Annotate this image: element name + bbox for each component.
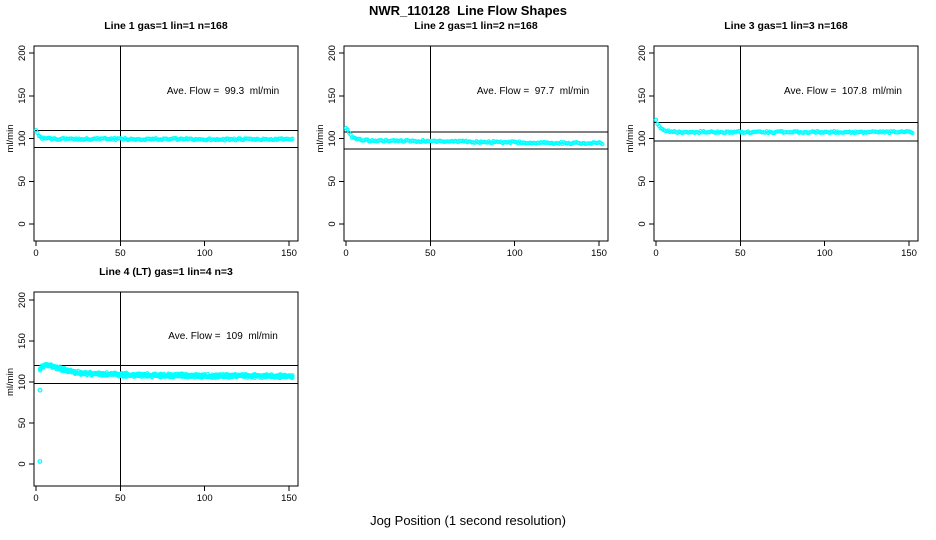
- y-axis-label: ml/min: [5, 368, 16, 396]
- y-tick-label: 100: [17, 131, 28, 147]
- y-tick-label: 0: [637, 221, 648, 226]
- y-tick-label: 100: [17, 374, 28, 390]
- y-tick-label: 0: [17, 461, 28, 466]
- y-tick-label: 200: [327, 45, 338, 61]
- y-axis-label: ml/min: [5, 125, 16, 153]
- y-tick-label: 200: [17, 45, 28, 61]
- panel-4-ave-flow-annotation: Ave. Flow = 109 ml/min: [168, 331, 278, 342]
- x-tick-label: 0: [33, 493, 38, 504]
- x-tick-label: 0: [653, 248, 658, 259]
- y-axis-label: ml/min: [625, 125, 636, 153]
- x-tick-label: 150: [591, 248, 607, 259]
- data-point: [653, 117, 659, 122]
- panel-1-title: Line 1 gas=1 lin=1 n=168: [104, 20, 228, 32]
- x-tick-label: 50: [735, 248, 746, 259]
- x-tick-label: 50: [115, 493, 126, 504]
- data-point: [35, 130, 40, 136]
- y-tick-label: 50: [17, 176, 28, 187]
- y-tick-label: 200: [637, 45, 648, 61]
- y-tick-label: 0: [327, 221, 338, 226]
- plot-box: [33, 45, 299, 242]
- outlier-data-point: [37, 387, 43, 393]
- x-tick-label: 100: [197, 493, 213, 504]
- y-tick-label: 100: [637, 131, 648, 147]
- y-tick-label: 0: [17, 221, 28, 226]
- y-tick-label: 50: [637, 176, 648, 187]
- panel-4-title: Line 4 (LT) gas=1 lin=4 n=3: [99, 266, 233, 278]
- data-point: [290, 136, 295, 141]
- panel-1-ave-flow-annotation: Ave. Flow = 99.3 ml/min: [166, 86, 280, 97]
- x-tick-label: 100: [817, 248, 833, 259]
- x-tick-label: 0: [343, 248, 348, 259]
- plot-box: [33, 291, 299, 487]
- y-tick-label: 150: [327, 88, 338, 104]
- panel-3-title: Line 3 gas=1 lin=3 n=168: [724, 20, 848, 32]
- data-point: [38, 366, 43, 371]
- y-axis-label: ml/min: [315, 125, 326, 153]
- x-axis-title: Jog Position (1 second resolution): [370, 513, 566, 528]
- x-tick-label: 0: [33, 248, 38, 259]
- y-tick-label: 100: [327, 131, 338, 147]
- panel-2-title: Line 2 gas=1 lin=2 n=168: [414, 20, 538, 32]
- y-tick-label: 50: [327, 176, 338, 187]
- data-point: [290, 373, 295, 378]
- y-tick-label: 150: [17, 333, 28, 349]
- x-tick-label: 100: [507, 248, 523, 259]
- panel-3-ave-flow-annotation: Ave. Flow = 107.8 ml/min: [784, 86, 902, 97]
- x-tick-label: 150: [281, 493, 297, 504]
- x-tick-label: 50: [425, 248, 436, 259]
- data-point: [910, 130, 915, 136]
- data-point: [600, 141, 605, 147]
- data-point: [363, 137, 369, 142]
- outlier-data-point: [37, 459, 43, 464]
- plot-box: [343, 45, 609, 242]
- y-tick-label: 50: [17, 418, 28, 429]
- x-tick-label: 50: [115, 248, 126, 259]
- plot-box: [653, 45, 919, 242]
- x-tick-label: 150: [281, 248, 297, 259]
- y-tick-label: 150: [637, 88, 648, 104]
- y-tick-label: 150: [17, 88, 28, 104]
- x-tick-label: 100: [197, 248, 213, 259]
- data-point: [345, 127, 350, 132]
- main-title: NWR_110128 Line Flow Shapes: [369, 3, 567, 18]
- panel-2-ave-flow-annotation: Ave. Flow = 97.7 ml/min: [476, 86, 590, 97]
- x-tick-label: 150: [901, 248, 917, 259]
- y-tick-label: 200: [17, 292, 28, 308]
